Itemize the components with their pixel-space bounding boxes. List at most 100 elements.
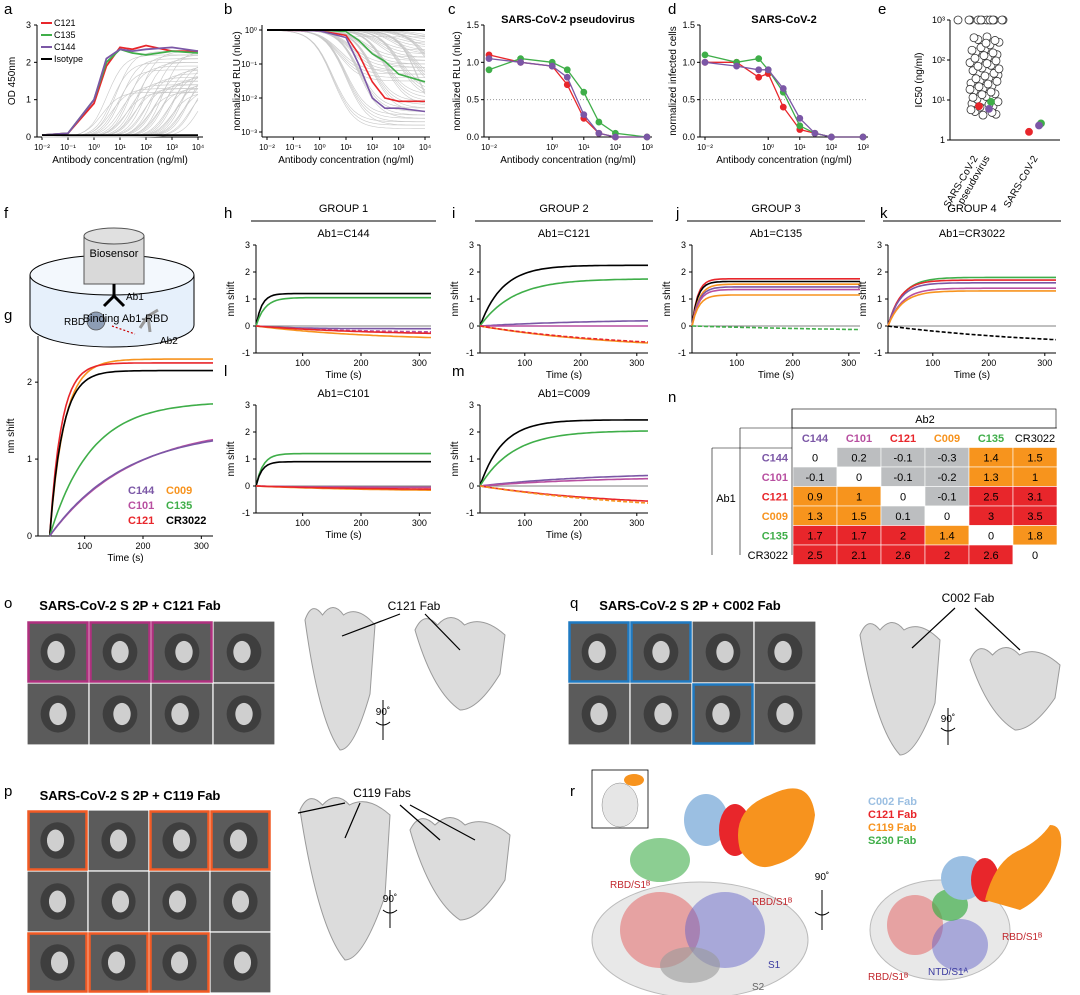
panel-d-ytick-label: 1.5 xyxy=(682,20,695,30)
panel-r-legend-c121-fab: C121 Fab xyxy=(868,809,917,821)
panel-o-particle xyxy=(171,702,189,726)
panel-label-b: b xyxy=(224,1,232,18)
panel-a-ytick-label: 0 xyxy=(26,132,31,142)
panel-e-point xyxy=(990,36,1000,45)
panel-o-highlight xyxy=(27,621,89,683)
panel-f-rbd-label: RBD xyxy=(64,317,85,328)
panel-e-ytick-label: 10³ xyxy=(932,15,945,25)
panel-e-point xyxy=(997,15,1007,25)
panel-n-cell-value: 0 xyxy=(1032,550,1038,562)
panel-h-xlabel: Time (s) xyxy=(325,370,361,381)
panel-b-background-curve xyxy=(266,29,425,123)
panel-q-particle xyxy=(652,640,670,664)
panel-q-map-side xyxy=(859,622,941,756)
panel-r-inset-fab xyxy=(624,774,644,786)
panel-n-row-header-c009: C009 xyxy=(762,511,788,523)
panel-q-class-averages xyxy=(567,620,817,746)
panel-b-xtick-label: 10⁰ xyxy=(314,143,326,152)
panel-l-title: Ab1=C101 xyxy=(317,388,369,400)
panel-m-curve-c144 xyxy=(479,474,649,487)
panel-m-xlabel: Time (s) xyxy=(546,530,582,541)
panel-e-point xyxy=(980,71,990,81)
panel-p-particle xyxy=(170,951,189,974)
panel-j-title: Ab1=C135 xyxy=(750,228,802,240)
panel-n-cell-value: 2.5 xyxy=(807,550,822,562)
panel-p-particle xyxy=(109,829,128,852)
panel-label-j: j xyxy=(675,205,679,222)
panel-a-xtick-label: 10² xyxy=(140,143,152,152)
panel-n-cell-value: 0 xyxy=(900,492,906,504)
panel-n-cell-value: 1.3 xyxy=(807,511,822,523)
panel-r-legend-s230-fab: S230 Fab xyxy=(868,835,917,847)
panel-g-legend-c135: C135 xyxy=(166,500,192,512)
panel-label-d: d xyxy=(668,1,676,18)
panel-e-point xyxy=(964,15,974,25)
panel-l-ytick-label: 3 xyxy=(245,400,250,410)
panel-f-biosensor-label: Biosensor xyxy=(90,248,139,260)
panel-e-point-c144 xyxy=(1035,121,1043,130)
panel-e-point xyxy=(966,105,976,115)
panel-n-cell-value: -0.3 xyxy=(938,453,957,465)
panel-n-cell-value: 2 xyxy=(944,550,950,562)
panel-o-map-side xyxy=(304,607,376,751)
panel-l-curve-cr3022 xyxy=(255,460,431,487)
panel-k-xlabel: Time (s) xyxy=(954,370,990,381)
panel-e-point xyxy=(953,15,963,25)
panel-n-ab1-label: Ab1 xyxy=(716,493,736,505)
panel-c-xlabel: Antibody concentration (ng/ml) xyxy=(500,155,636,166)
panel-e-point xyxy=(965,84,975,94)
panel-n-cell-value: 2.5 xyxy=(983,492,998,504)
panel-f-ab2-label: Ab2 xyxy=(160,336,178,347)
panel-o-map-top xyxy=(414,617,506,711)
panel-b-ytick-label: 10⁰ xyxy=(245,26,257,35)
panel-b-ytick-label: 10⁻¹ xyxy=(241,60,257,69)
panel-e-point xyxy=(988,48,998,58)
panel-n-cell-value: -0.1 xyxy=(938,492,957,504)
panel-l-xtick-label: 300 xyxy=(412,518,427,528)
panel-label-e: e xyxy=(878,1,886,18)
panel-l-ytick-label: 0 xyxy=(245,481,250,491)
panel-i-xlabel: Time (s) xyxy=(546,370,582,381)
panel-b-xtick-label: 10⁴ xyxy=(419,143,432,152)
panel-e-point xyxy=(969,33,979,43)
panel-a-background-curve xyxy=(42,69,198,138)
panel-h-ytick-label: 1 xyxy=(245,294,250,304)
panel-k-curve-c144 xyxy=(887,282,1056,327)
panel-a-xtick-label: 10³ xyxy=(166,143,178,152)
panel-h-curve-c009 xyxy=(255,325,431,339)
panel-i-ytick-label: -1 xyxy=(466,348,474,358)
panel-e-point-c121 xyxy=(1025,127,1033,136)
panel-q-particle xyxy=(588,640,606,664)
panel-h-group: GROUP 1 xyxy=(319,203,368,215)
panel-c-xtick-label: 10⁻² xyxy=(481,143,497,152)
panel-f-ab2-shape xyxy=(138,308,159,333)
panel-label-c: c xyxy=(448,1,456,18)
panel-d-ytick-label: 1.0 xyxy=(682,57,695,67)
panel-i-curve-c009 xyxy=(479,325,649,344)
panel-e-point xyxy=(971,74,981,84)
panel-n-cell-value: 0 xyxy=(812,453,818,465)
panel-a-xtick-label: 10⁰ xyxy=(88,143,100,152)
panel-b-xtick-label: 10² xyxy=(367,143,379,152)
panel-e-point xyxy=(979,51,989,60)
panel-e-ytick-label: 10¹ xyxy=(932,95,945,105)
panel-label-f: f xyxy=(4,205,9,222)
panel-b-ylabel: normalized RLU (nluc) xyxy=(232,31,243,130)
panel-k-title: Ab1=CR3022 xyxy=(939,228,1005,240)
panel-r-c002-left xyxy=(684,794,728,846)
panel-m-curve-c009 xyxy=(479,485,649,504)
panel-e-point xyxy=(974,82,984,92)
panel-label-g: g xyxy=(4,307,12,324)
panel-p-particle xyxy=(229,829,248,852)
panel-h-ytick-label: -1 xyxy=(242,348,250,358)
panel-d-xtick-label: 10² xyxy=(826,143,838,152)
panel-n-col-header-cr3022: CR3022 xyxy=(1015,433,1055,445)
panel-label-k: k xyxy=(880,205,888,222)
panel-f-arrow xyxy=(111,325,136,335)
panel-h-ytick-label: 3 xyxy=(245,240,250,250)
panel-o-particle xyxy=(49,702,67,726)
panel-k-ytick-label: 2 xyxy=(877,267,882,277)
panel-n-cell-value: 3.5 xyxy=(1027,511,1042,523)
panel-n-cell-value: 0.2 xyxy=(851,453,866,465)
panel-n-cell-value: 0 xyxy=(988,531,994,543)
